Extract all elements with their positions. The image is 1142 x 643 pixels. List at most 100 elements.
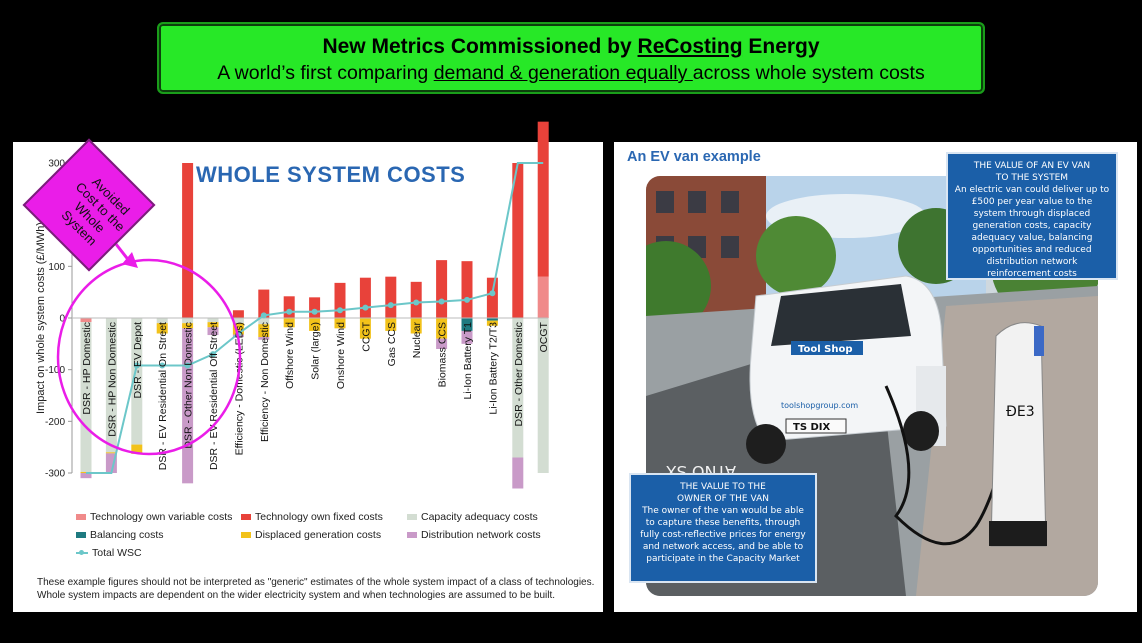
category-label: OCGT xyxy=(538,321,550,352)
bar-segment xyxy=(182,163,194,318)
y-tick-label: -200 xyxy=(45,417,65,428)
bar-segment xyxy=(182,318,194,324)
ev-van-photo: ATNO SX Tool Shop toolshopgroup.com TS D… xyxy=(646,176,1098,596)
legend-item: Displaced generation costs xyxy=(241,529,381,541)
box-body: An electric van could deliver up to £500… xyxy=(954,185,1110,279)
van-logo-text: Tool Shop xyxy=(798,344,853,355)
legend-item: Total WSC xyxy=(76,547,142,559)
category-label: Biomass CCS xyxy=(437,322,449,387)
legend-line-swatch xyxy=(76,550,88,556)
legend-label: Distribution network costs xyxy=(421,529,541,541)
bar-segment xyxy=(512,457,524,489)
bar-segment xyxy=(309,318,321,331)
title-banner: New Metrics Commissioned by ReCosting En… xyxy=(157,22,985,94)
bar-segment xyxy=(436,260,448,318)
van-logo-plate xyxy=(791,341,863,355)
bar-segment xyxy=(80,322,92,472)
bar-segment xyxy=(105,453,117,473)
legend-label: Displaced generation costs xyxy=(255,529,382,541)
bar-segment xyxy=(156,318,168,324)
banner-title-brand: ReCosting xyxy=(637,35,743,58)
category-label: DSR - EV Residential Off Street xyxy=(208,322,220,470)
legend-swatch xyxy=(241,514,251,521)
legend-item: Technology own variable costs xyxy=(76,511,232,523)
bar-segment xyxy=(486,318,498,321)
legend-swatch xyxy=(241,532,251,539)
category-label: DSR - HP Non Domestic xyxy=(106,322,118,437)
total-wsc-point xyxy=(210,351,216,358)
bar-segment xyxy=(461,330,473,344)
total-wsc-point xyxy=(387,302,394,309)
legend-item: Balancing costs xyxy=(76,529,164,541)
total-wsc-point xyxy=(362,304,369,311)
total-wsc-point xyxy=(260,312,267,319)
legend-label: Technology own fixed costs xyxy=(255,511,383,523)
bar-segment xyxy=(105,318,117,453)
bar-segment xyxy=(334,282,346,318)
y-axis-label: Impact on whole system costs (£/MWh) xyxy=(35,222,47,414)
bar-segment xyxy=(309,297,321,318)
category-label: Offshore Wind xyxy=(284,322,296,389)
legend-label: Technology own variable costs xyxy=(90,511,233,523)
bar-segment xyxy=(537,318,549,473)
legend-swatch xyxy=(407,514,417,521)
bar-segment xyxy=(359,318,371,339)
legend-label: Total WSC xyxy=(92,547,142,559)
bar-segment xyxy=(436,338,448,349)
bar-segment xyxy=(156,323,168,334)
category-label: Li-Ion Battery T1 xyxy=(462,322,474,400)
bar-segment xyxy=(410,318,422,334)
bar-segment xyxy=(258,337,270,340)
total-wsc-point xyxy=(159,362,166,369)
category-label: Efficiency - Domestic (LEDs) xyxy=(233,322,245,455)
bar-segment xyxy=(232,310,244,318)
bar-segment xyxy=(207,327,219,336)
category-label: CCGT xyxy=(360,321,372,351)
box-heading: TO THE SYSTEM xyxy=(995,173,1069,183)
bar-segment xyxy=(486,320,498,326)
bar-segment xyxy=(207,318,219,323)
box-body: The owner of the van would be able to ca… xyxy=(640,506,806,564)
bar-segment xyxy=(385,318,397,331)
legend-label: Balancing costs xyxy=(90,529,164,541)
banner-subtitle: A world’s first comparing demand & gener… xyxy=(159,62,983,85)
value-to-owner-box: THE VALUE TO THE OWNER OF THE VAN The ow… xyxy=(629,473,817,583)
category-label: Gas CCS xyxy=(386,322,398,366)
banner-title-prefix: New Metrics Commissioned by xyxy=(322,35,638,58)
value-to-system-box: THE VALUE OF AN EV VAN TO THE SYSTEM An … xyxy=(946,152,1118,280)
total-wsc-point xyxy=(311,308,318,315)
category-label: Onshore Wind xyxy=(335,322,347,389)
bar-segment xyxy=(131,318,143,445)
total-wsc-point xyxy=(464,296,470,303)
category-label: DSR - HP Domestic xyxy=(81,322,93,415)
bar-segment xyxy=(182,323,194,329)
category-label: Li-Ion Battery T2/T3 xyxy=(487,322,499,415)
bar-segment xyxy=(436,318,448,339)
bar-segment xyxy=(334,318,346,329)
chart-title: WHOLE SYSTEM COSTS xyxy=(196,162,466,187)
bar-segment xyxy=(359,277,371,318)
highlight-ellipse xyxy=(56,258,242,456)
bar-segment xyxy=(512,163,524,318)
category-label: DSR - Other Domestic xyxy=(513,322,525,426)
category-label: Nuclear xyxy=(411,322,423,359)
legend-swatch xyxy=(407,532,417,539)
box-heading: OWNER OF THE VAN xyxy=(677,494,769,504)
total-wsc-point xyxy=(438,298,445,305)
bar-segment xyxy=(283,318,295,328)
bar-segment xyxy=(258,324,270,338)
banner-title: New Metrics Commissioned by ReCosting En… xyxy=(159,35,983,59)
y-tick-label: 300 xyxy=(48,159,65,170)
bar-segment xyxy=(80,318,92,323)
ev-van-illustration: ATNO SX Tool Shop toolshopgroup.com TS D… xyxy=(646,176,1098,596)
legend-item: Distribution network costs xyxy=(407,529,541,541)
y-tick-label: -300 xyxy=(45,469,65,480)
banner-subtitle-suffix: across whole system costs xyxy=(692,62,925,84)
category-label: DSR - Other Non Domestic xyxy=(183,322,195,449)
bar-segment xyxy=(232,318,244,324)
bar-segment xyxy=(232,323,244,335)
bar-segment xyxy=(283,296,295,318)
bar-segment xyxy=(207,322,219,328)
number-plate: TS DIX xyxy=(793,422,831,433)
